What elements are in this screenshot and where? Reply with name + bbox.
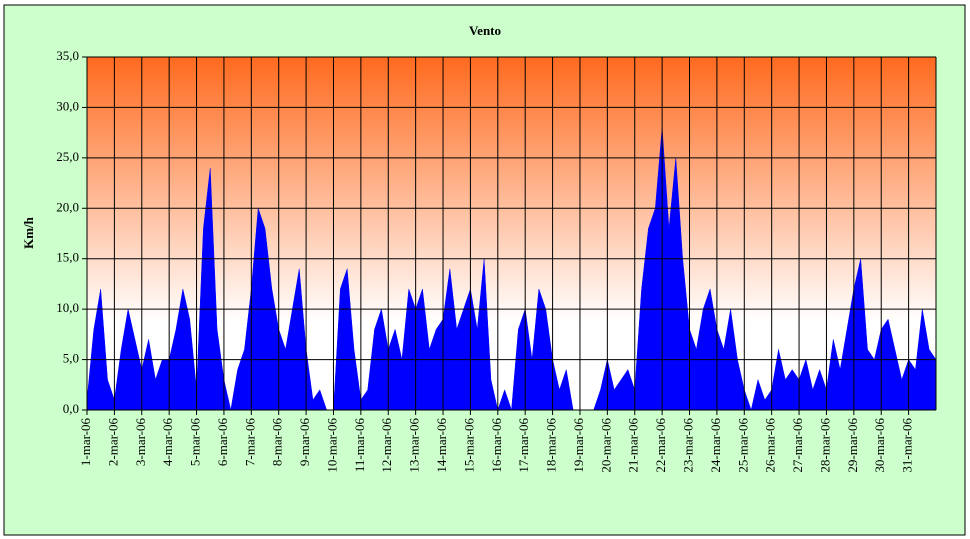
- y-tick-label: 10,0: [56, 300, 79, 315]
- x-tick-label: 9-mar-06: [297, 418, 312, 467]
- y-tick-label: 25,0: [56, 149, 79, 164]
- x-tick-label: 13-mar-06: [407, 418, 422, 473]
- y-tick-label: 15,0: [56, 250, 79, 265]
- x-tick-label: 14-mar-06: [434, 418, 449, 473]
- y-tick-label: 30,0: [56, 98, 79, 113]
- y-tick-label: 20,0: [56, 199, 79, 214]
- x-tick-label: 27-mar-06: [790, 418, 805, 473]
- x-tick-label: 17-mar-06: [516, 418, 531, 473]
- x-tick-label: 8-mar-06: [270, 418, 285, 467]
- x-tick-label: 5-mar-06: [188, 418, 203, 467]
- x-tick-label: 19-mar-06: [571, 418, 586, 473]
- x-tick-label: 28-mar-06: [817, 418, 832, 473]
- x-tick-label: 31-mar-06: [900, 418, 915, 473]
- x-tick-label: 10-mar-06: [324, 418, 339, 473]
- x-tick-label: 16-mar-06: [489, 418, 504, 473]
- x-tick-label: 20-mar-06: [598, 418, 613, 473]
- x-tick-label: 25-mar-06: [735, 418, 750, 473]
- y-tick-label: 5,0: [63, 351, 79, 366]
- plot-area: [87, 57, 936, 410]
- x-tick-label: 21-mar-06: [626, 418, 641, 473]
- x-tick-label: 11-mar-06: [352, 418, 367, 473]
- x-tick-label: 29-mar-06: [845, 418, 860, 473]
- x-tick-label: 22-mar-06: [653, 418, 668, 473]
- x-tick-label: 7-mar-06: [242, 418, 257, 467]
- x-tick-label: 18-mar-06: [544, 418, 559, 473]
- x-tick-label: 15-mar-06: [461, 418, 476, 473]
- y-tick-label: 35,0: [56, 48, 79, 63]
- x-tick-label: 1-mar-06: [78, 418, 93, 467]
- x-tick-label: 23-mar-06: [681, 418, 696, 473]
- x-tick-label: 6-mar-06: [215, 418, 230, 467]
- chart-title: Vento: [469, 23, 501, 38]
- x-tick-label: 2-mar-06: [105, 418, 120, 467]
- x-tick-label: 30-mar-06: [872, 418, 887, 473]
- area-series: [86, 127, 937, 411]
- x-tick-label: 26-mar-06: [763, 418, 778, 473]
- x-tick-label: 4-mar-06: [160, 418, 175, 467]
- y-tick-label: 0,0: [63, 401, 79, 416]
- x-tick-label: 24-mar-06: [708, 418, 723, 473]
- y-axis-label: Km/h: [21, 216, 36, 249]
- x-tick-label: 3-mar-06: [133, 418, 148, 467]
- x-tick-label: 12-mar-06: [379, 418, 394, 473]
